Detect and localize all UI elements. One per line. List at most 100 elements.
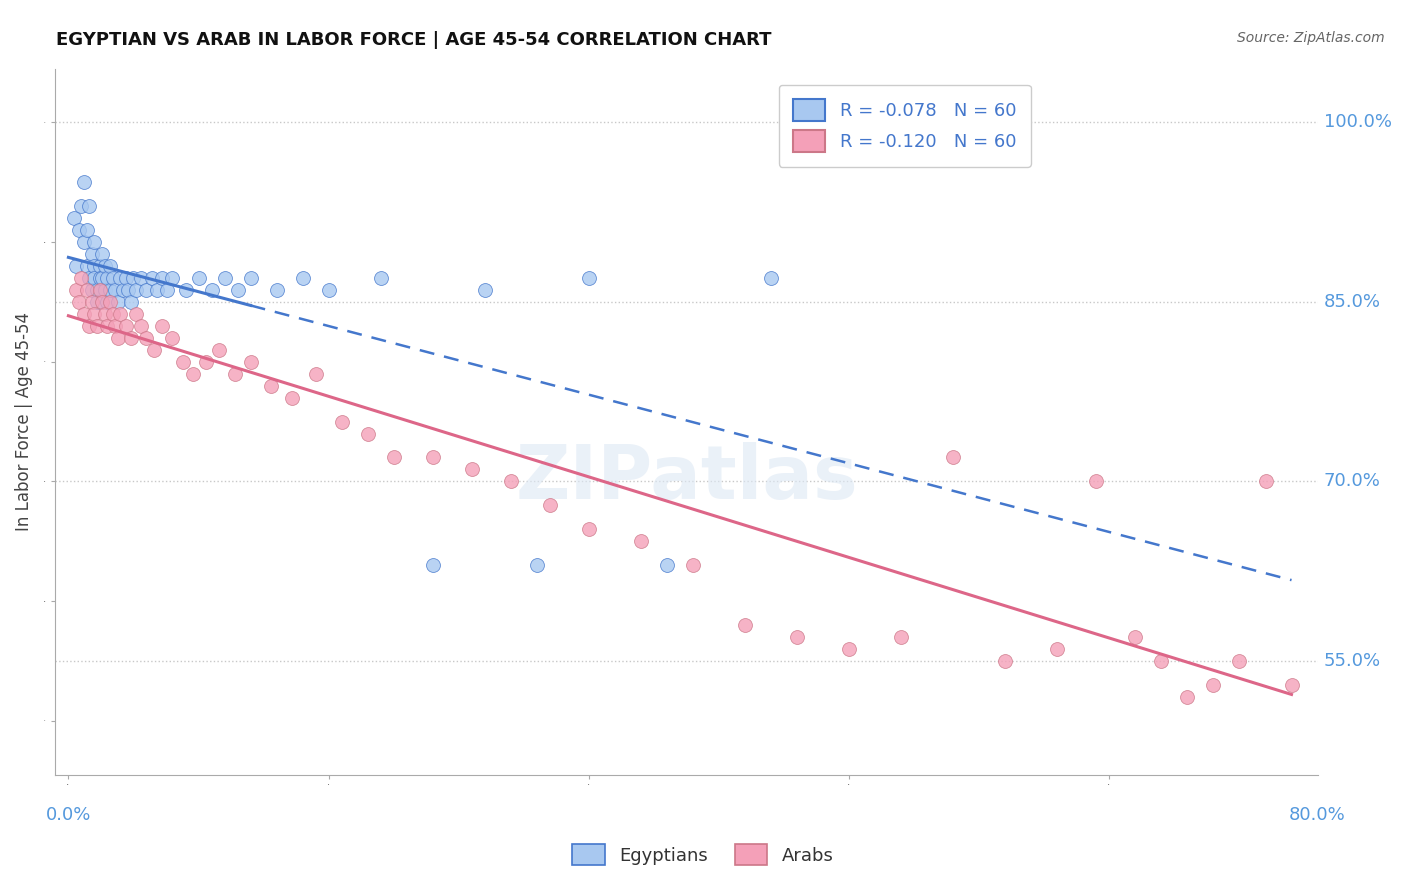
Text: EGYPTIAN VS ARAB IN LABOR FORCE | AGE 45-54 CORRELATION CHART: EGYPTIAN VS ARAB IN LABOR FORCE | AGE 45… — [56, 31, 772, 49]
Point — [107, 294, 129, 309]
Point — [114, 318, 136, 333]
Point — [330, 415, 353, 429]
Point — [786, 630, 808, 644]
Text: 80.0%: 80.0% — [1289, 806, 1346, 824]
Point — [98, 259, 121, 273]
Point — [172, 355, 194, 369]
Point — [1150, 654, 1173, 668]
Point — [98, 294, 121, 309]
Point — [655, 558, 678, 573]
Point — [357, 426, 380, 441]
Point — [200, 283, 222, 297]
Point — [578, 271, 600, 285]
Point — [77, 199, 100, 213]
Point — [135, 283, 157, 297]
Point — [112, 283, 135, 297]
Point — [538, 498, 561, 512]
Point — [110, 307, 132, 321]
Point — [125, 283, 148, 297]
Point — [96, 271, 118, 285]
Point — [1202, 678, 1225, 692]
Point — [838, 641, 860, 656]
Point — [526, 558, 548, 573]
Point — [98, 283, 121, 297]
Legend: R = -0.078   N = 60, R = -0.120   N = 60: R = -0.078 N = 60, R = -0.120 N = 60 — [779, 85, 1031, 167]
Point — [499, 475, 522, 489]
Point — [86, 318, 108, 333]
Point — [162, 331, 184, 345]
Point — [91, 247, 114, 261]
Point — [70, 199, 93, 213]
Point — [422, 450, 444, 465]
Point — [146, 283, 169, 297]
Point — [150, 271, 173, 285]
Point — [1254, 475, 1277, 489]
Point — [141, 271, 163, 285]
Point — [96, 294, 118, 309]
Point — [129, 271, 152, 285]
Point — [86, 294, 108, 309]
Point — [942, 450, 965, 465]
Point — [304, 367, 326, 381]
Point — [370, 271, 392, 285]
Point — [143, 343, 166, 357]
Point — [239, 271, 262, 285]
Point — [682, 558, 704, 573]
Point — [94, 307, 117, 321]
Point — [104, 318, 127, 333]
Point — [181, 367, 204, 381]
Point — [224, 367, 246, 381]
Text: 100.0%: 100.0% — [1324, 113, 1392, 131]
Point — [76, 283, 98, 297]
Point — [214, 271, 236, 285]
Point — [76, 259, 98, 273]
Point — [174, 283, 197, 297]
Point — [239, 355, 262, 369]
Point — [96, 318, 118, 333]
Point — [65, 259, 87, 273]
Point — [76, 223, 98, 237]
Text: Source: ZipAtlas.com: Source: ZipAtlas.com — [1237, 31, 1385, 45]
Point — [994, 654, 1017, 668]
Point — [73, 235, 96, 249]
Point — [1177, 690, 1199, 704]
Point — [291, 271, 314, 285]
Point — [62, 211, 84, 226]
Point — [890, 630, 912, 644]
Point — [382, 450, 405, 465]
Point — [125, 307, 148, 321]
Point — [1085, 475, 1108, 489]
Y-axis label: In Labor Force | Age 45-54: In Labor Force | Age 45-54 — [15, 312, 32, 531]
Point — [422, 558, 444, 573]
Point — [281, 391, 304, 405]
Text: 0.0%: 0.0% — [46, 806, 91, 824]
Point — [94, 259, 117, 273]
Point — [122, 271, 145, 285]
Point — [117, 283, 139, 297]
Point — [260, 378, 283, 392]
Point — [120, 294, 142, 309]
Point — [318, 283, 340, 297]
Legend: Egyptians, Arabs: Egyptians, Arabs — [564, 835, 842, 874]
Point — [474, 283, 496, 297]
Point — [83, 307, 105, 321]
Point — [83, 235, 105, 249]
Point — [80, 247, 103, 261]
Point — [65, 283, 87, 297]
Point — [759, 271, 782, 285]
Point — [86, 283, 108, 297]
Point — [156, 283, 179, 297]
Point — [77, 271, 100, 285]
Point — [70, 271, 93, 285]
Point — [135, 331, 157, 345]
Point — [94, 283, 117, 297]
Point — [1046, 641, 1069, 656]
Point — [208, 343, 231, 357]
Point — [630, 534, 652, 549]
Point — [89, 259, 111, 273]
Point — [110, 271, 132, 285]
Point — [107, 331, 129, 345]
Point — [80, 294, 103, 309]
Point — [73, 175, 96, 189]
Point — [77, 318, 100, 333]
